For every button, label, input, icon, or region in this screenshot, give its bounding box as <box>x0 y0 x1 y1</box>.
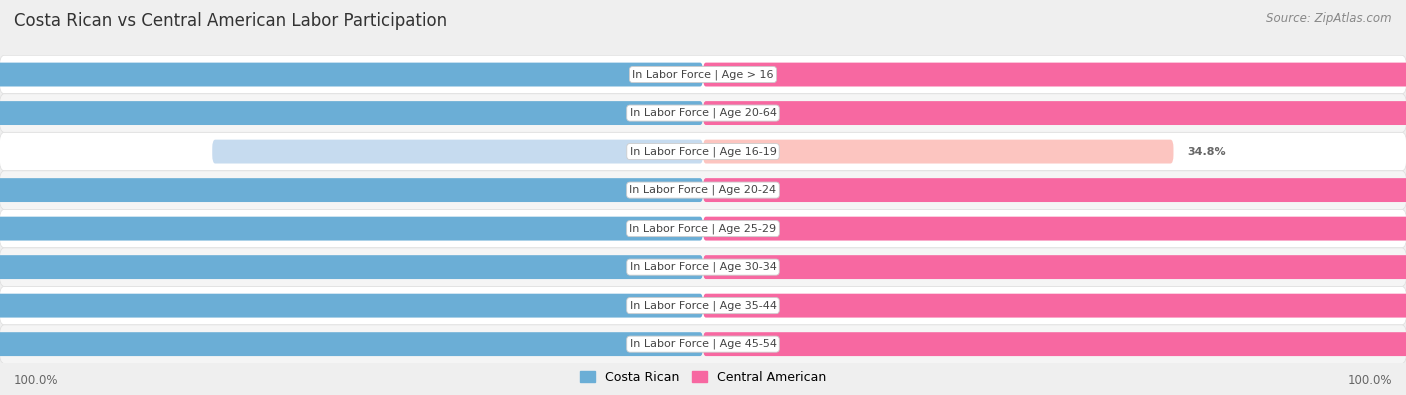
Text: In Labor Force | Age 20-64: In Labor Force | Age 20-64 <box>630 108 776 118</box>
FancyBboxPatch shape <box>703 101 1406 125</box>
FancyBboxPatch shape <box>0 217 703 241</box>
FancyBboxPatch shape <box>0 63 703 87</box>
FancyBboxPatch shape <box>0 255 703 279</box>
FancyBboxPatch shape <box>703 294 1406 318</box>
Text: Costa Rican vs Central American Labor Participation: Costa Rican vs Central American Labor Pa… <box>14 12 447 30</box>
FancyBboxPatch shape <box>0 332 703 356</box>
Text: 34.8%: 34.8% <box>1187 147 1226 156</box>
FancyBboxPatch shape <box>703 217 1406 241</box>
FancyBboxPatch shape <box>212 140 703 164</box>
FancyBboxPatch shape <box>0 209 1406 248</box>
Text: In Labor Force | Age 30-34: In Labor Force | Age 30-34 <box>630 262 776 273</box>
Text: In Labor Force | Age 16-19: In Labor Force | Age 16-19 <box>630 146 776 157</box>
FancyBboxPatch shape <box>0 325 1406 363</box>
FancyBboxPatch shape <box>703 255 1406 279</box>
FancyBboxPatch shape <box>0 178 703 202</box>
Text: 100.0%: 100.0% <box>1347 374 1392 387</box>
FancyBboxPatch shape <box>703 63 1406 87</box>
Text: Source: ZipAtlas.com: Source: ZipAtlas.com <box>1267 12 1392 25</box>
FancyBboxPatch shape <box>0 55 1406 94</box>
FancyBboxPatch shape <box>0 248 1406 286</box>
FancyBboxPatch shape <box>703 178 1406 202</box>
FancyBboxPatch shape <box>0 294 703 318</box>
FancyBboxPatch shape <box>703 140 1174 164</box>
Text: In Labor Force | Age 20-24: In Labor Force | Age 20-24 <box>630 185 776 196</box>
Text: 36.3%: 36.3% <box>651 147 689 156</box>
FancyBboxPatch shape <box>0 132 1406 171</box>
FancyBboxPatch shape <box>0 94 1406 132</box>
Legend: Costa Rican, Central American: Costa Rican, Central American <box>575 366 831 389</box>
FancyBboxPatch shape <box>703 332 1406 356</box>
Text: In Labor Force | Age 45-54: In Labor Force | Age 45-54 <box>630 339 776 350</box>
Text: In Labor Force | Age > 16: In Labor Force | Age > 16 <box>633 69 773 80</box>
Text: In Labor Force | Age 25-29: In Labor Force | Age 25-29 <box>630 223 776 234</box>
FancyBboxPatch shape <box>0 171 1406 209</box>
FancyBboxPatch shape <box>0 286 1406 325</box>
Text: In Labor Force | Age 35-44: In Labor Force | Age 35-44 <box>630 300 776 311</box>
Text: 100.0%: 100.0% <box>14 374 59 387</box>
FancyBboxPatch shape <box>0 101 703 125</box>
